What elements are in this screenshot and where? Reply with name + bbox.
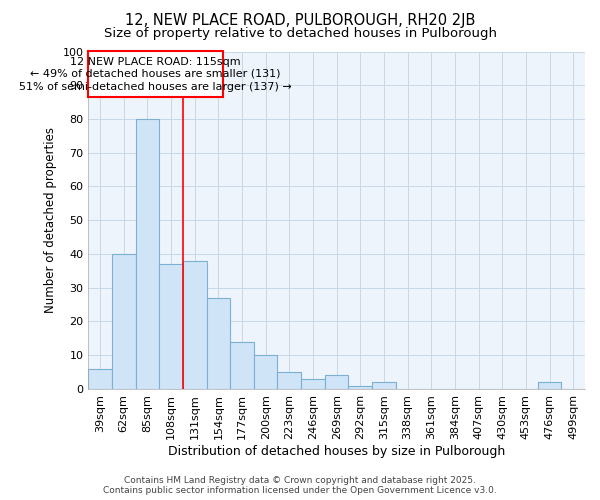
X-axis label: Distribution of detached houses by size in Pulborough: Distribution of detached houses by size … (168, 444, 505, 458)
Text: ← 49% of detached houses are smaller (131): ← 49% of detached houses are smaller (13… (31, 68, 281, 78)
Bar (254, 355, 277, 389)
Bar (159, 264, 183, 389)
Bar (136, 119, 159, 389)
Bar (183, 260, 206, 389)
Bar (230, 342, 254, 389)
Bar (325, 376, 349, 389)
Text: 12, NEW PLACE ROAD, PULBOROUGH, RH20 2JB: 12, NEW PLACE ROAD, PULBOROUGH, RH20 2JB (125, 12, 475, 28)
Bar (372, 382, 396, 389)
Text: Contains HM Land Registry data © Crown copyright and database right 2025.: Contains HM Land Registry data © Crown c… (124, 476, 476, 485)
Bar (206, 298, 230, 389)
Text: 51% of semi-detached houses are larger (137) →: 51% of semi-detached houses are larger (… (19, 82, 292, 92)
Text: Size of property relative to detached houses in Pulborough: Size of property relative to detached ho… (104, 28, 497, 40)
Bar (349, 386, 372, 389)
Bar (112, 254, 136, 389)
Text: 12 NEW PLACE ROAD: 115sqm: 12 NEW PLACE ROAD: 115sqm (70, 56, 241, 66)
Bar (277, 372, 301, 389)
Bar (538, 382, 562, 389)
Text: Contains public sector information licensed under the Open Government Licence v3: Contains public sector information licen… (103, 486, 497, 495)
Bar (88, 52, 223, 97)
Bar (88, 368, 112, 389)
Y-axis label: Number of detached properties: Number of detached properties (44, 127, 57, 313)
Bar (301, 379, 325, 389)
